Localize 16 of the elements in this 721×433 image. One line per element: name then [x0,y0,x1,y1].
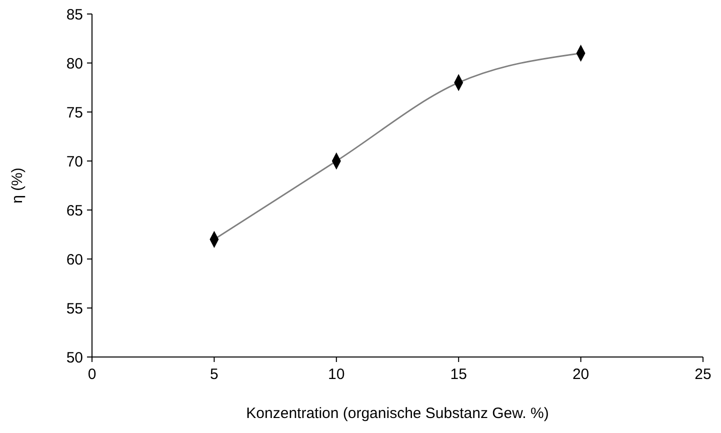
y-tick-label: 55 [66,300,83,318]
y-tick-label: 85 [66,6,83,24]
x-tick-label: 15 [450,366,467,383]
x-tick-label: 10 [328,366,345,383]
y-axis-title: η (%) [9,168,26,204]
x-tick-label: 0 [88,366,96,383]
y-tick-label: 50 [66,349,83,366]
x-tick-label: 25 [694,366,712,383]
y-tick-label: 80 [66,55,83,72]
x-tick-label: 5 [210,366,218,383]
y-tick-label: 75 [66,104,83,122]
y-tick-label: 65 [66,202,83,220]
y-tick-label: 70 [66,153,83,170]
y-tick-label: 60 [66,251,83,268]
x-axis-title: Konzentration (organische Substanz Gew. %) [246,405,549,422]
x-tick-label: 20 [572,366,590,383]
